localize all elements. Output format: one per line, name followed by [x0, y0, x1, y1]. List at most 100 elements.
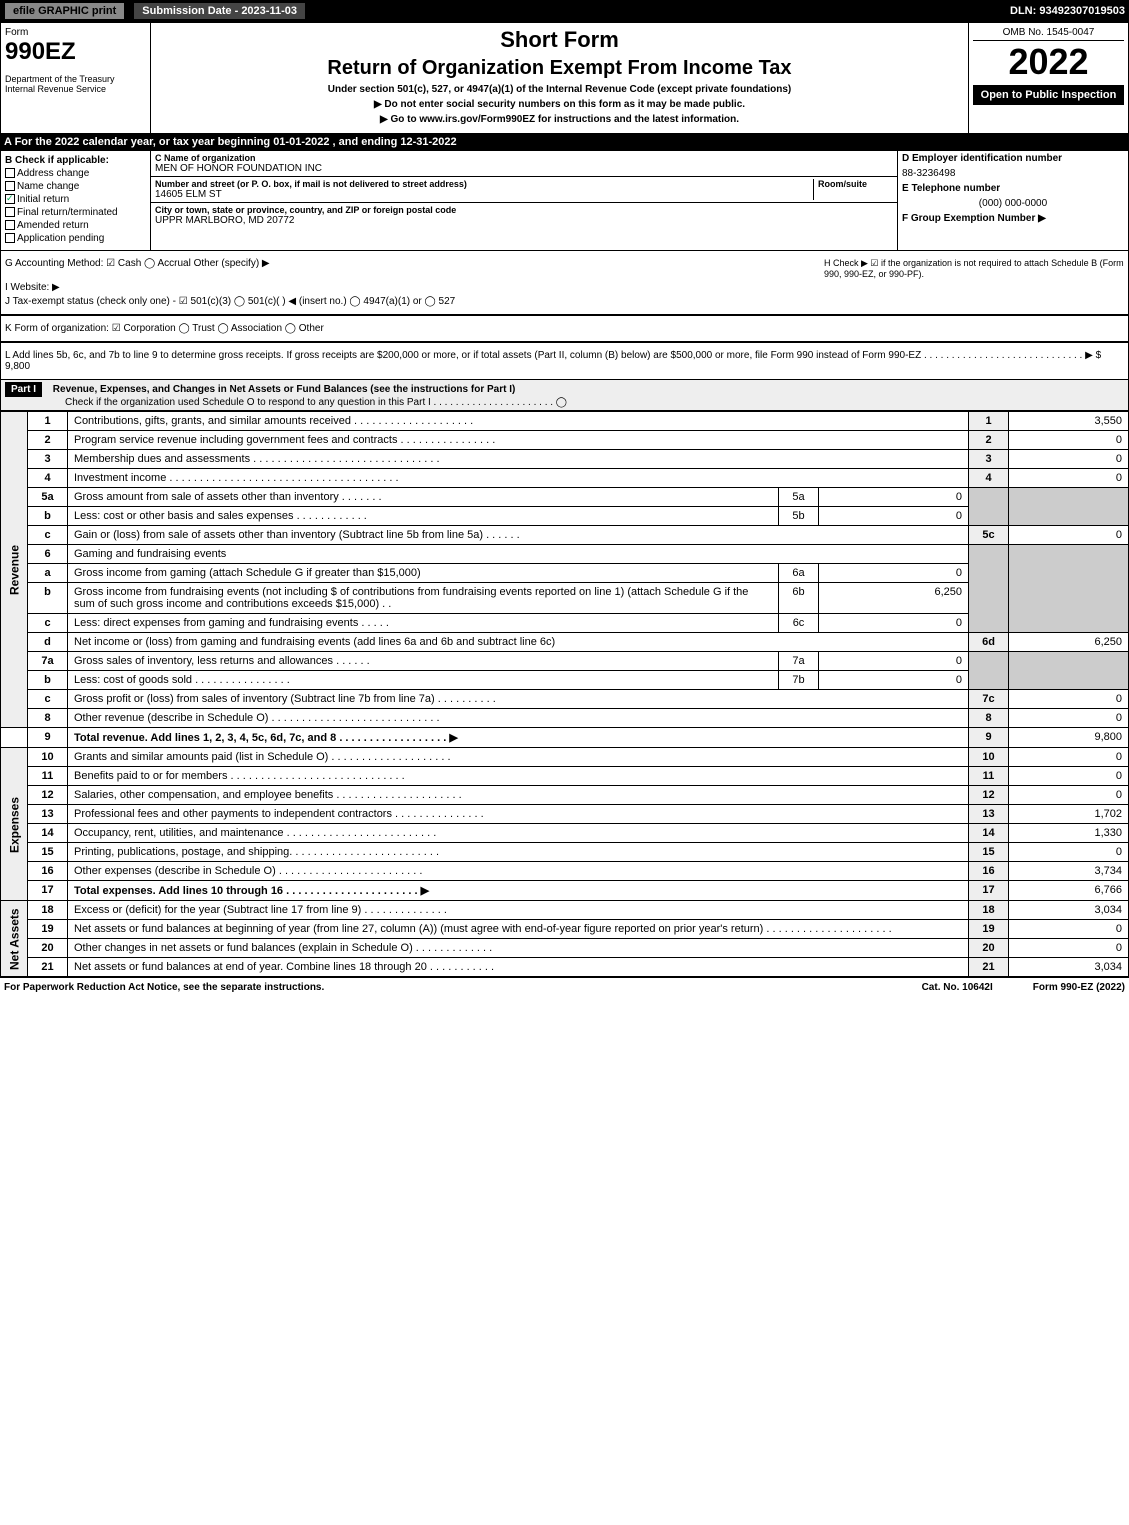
part-i-label: Part I	[5, 382, 42, 397]
line-6c-subamt: 0	[819, 614, 969, 633]
section-c: C Name of organization MEN OF HONOR FOUN…	[151, 151, 898, 250]
room-label: Room/suite	[818, 179, 893, 189]
line-14-num: 14	[28, 824, 68, 843]
revenue-vertical-label: Revenue	[1, 412, 28, 728]
line-14-ref: 14	[969, 824, 1009, 843]
line-6c-sub: 6c	[779, 614, 819, 633]
page-footer: For Paperwork Reduction Act Notice, see …	[0, 977, 1129, 997]
line-12-amt: 0	[1009, 786, 1129, 805]
dln-number: DLN: 93492307019503	[1010, 5, 1125, 17]
line-13-text: Professional fees and other payments to …	[68, 805, 969, 824]
line-4-amt: 0	[1009, 469, 1129, 488]
section-l: L Add lines 5b, 6c, and 7b to line 9 to …	[5, 350, 1124, 372]
checkbox-amended-return[interactable]	[5, 220, 15, 230]
line-20-text: Other changes in net assets or fund bala…	[68, 939, 969, 958]
line-10-amt: 0	[1009, 748, 1129, 767]
line-5b-text: Less: cost or other basis and sales expe…	[68, 507, 779, 526]
section-l-row: L Add lines 5b, 6c, and 7b to line 9 to …	[0, 342, 1129, 380]
line-17-ref: 17	[969, 881, 1009, 901]
line-6a-num: a	[28, 564, 68, 583]
phone-label: E Telephone number	[902, 183, 1124, 194]
line-11-amt: 0	[1009, 767, 1129, 786]
line-6a-sub: 6a	[779, 564, 819, 583]
line-8-amt: 0	[1009, 709, 1129, 728]
line-13-ref: 13	[969, 805, 1009, 824]
line-4-num: 4	[28, 469, 68, 488]
line-7a-text: Gross sales of inventory, less returns a…	[68, 652, 779, 671]
line-16-text: Other expenses (describe in Schedule O) …	[68, 862, 969, 881]
line-6d-ref: 6d	[969, 633, 1009, 652]
goto-link[interactable]: ▶ Go to www.irs.gov/Form990EZ for instru…	[155, 114, 964, 125]
subtitle: Under section 501(c), 527, or 4947(a)(1)…	[155, 84, 964, 95]
part-i-title: Revenue, Expenses, and Changes in Net As…	[53, 384, 516, 395]
checkbox-initial-return[interactable]	[5, 194, 15, 204]
line-5b-subamt: 0	[819, 507, 969, 526]
checkbox-address-change[interactable]	[5, 168, 15, 178]
line-3-text: Membership dues and assessments . . . . …	[68, 450, 969, 469]
line-7b-text: Less: cost of goods sold . . . . . . . .…	[68, 671, 779, 690]
line-1-ref: 1	[969, 412, 1009, 431]
line-7a-sub: 7a	[779, 652, 819, 671]
line-6b-text: Gross income from fundraising events (no…	[68, 583, 779, 614]
footer-right: Form 990-EZ (2022)	[1033, 982, 1125, 993]
checkbox-application-pending[interactable]	[5, 233, 15, 243]
submission-date: Submission Date - 2023-11-03	[133, 2, 306, 20]
line-12-text: Salaries, other compensation, and employ…	[68, 786, 969, 805]
line-6d-text: Net income or (loss) from gaming and fun…	[68, 633, 969, 652]
line-10-text: Grants and similar amounts paid (list in…	[68, 748, 969, 767]
section-h: H Check ▶ ☑ if the organization is not r…	[824, 258, 1124, 279]
line-6b-num: b	[28, 583, 68, 614]
shaded-5	[969, 488, 1009, 526]
line-7c-num: c	[28, 690, 68, 709]
line-15-amt: 0	[1009, 843, 1129, 862]
line-7a-num: 7a	[28, 652, 68, 671]
dept-label: Department of the Treasury	[5, 74, 146, 84]
efile-print-button[interactable]: efile GRAPHIC print	[4, 2, 125, 20]
omb-number: OMB No. 1545-0047	[973, 27, 1124, 41]
section-j: J Tax-exempt status (check only one) - ☑…	[5, 296, 1124, 307]
expenses-vertical-label: Expenses	[1, 748, 28, 901]
short-form-title: Short Form	[155, 27, 964, 53]
label-application-pending: Application pending	[17, 233, 104, 244]
line-20-num: 20	[28, 939, 68, 958]
line-5a-subamt: 0	[819, 488, 969, 507]
line-1-amt: 3,550	[1009, 412, 1129, 431]
line-7c-ref: 7c	[969, 690, 1009, 709]
shaded-7-amt	[1009, 652, 1129, 690]
line-12-ref: 12	[969, 786, 1009, 805]
line-14-text: Occupancy, rent, utilities, and maintena…	[68, 824, 969, 843]
checkbox-name-change[interactable]	[5, 181, 15, 191]
label-initial-return: Initial return	[17, 194, 69, 205]
footer-center: Cat. No. 10642I	[922, 982, 993, 993]
line-5c-ref: 5c	[969, 526, 1009, 545]
section-d-e-f: D Employer identification number 88-3236…	[898, 151, 1128, 250]
section-b-title: B Check if applicable:	[5, 155, 146, 166]
form-label: Form	[5, 27, 146, 38]
line-6b-sub: 6b	[779, 583, 819, 614]
phone-value: (000) 000-0000	[902, 198, 1124, 209]
checkbox-final-return[interactable]	[5, 207, 15, 217]
line-6c-num: c	[28, 614, 68, 633]
line-6d-num: d	[28, 633, 68, 652]
section-k-row: K Form of organization: ☑ Corporation ◯ …	[0, 315, 1129, 342]
line-20-ref: 20	[969, 939, 1009, 958]
line-9-ref: 9	[969, 728, 1009, 748]
line-4-text: Investment income . . . . . . . . . . . …	[68, 469, 969, 488]
lower-info: G Accounting Method: ☑ Cash ◯ Accrual Ot…	[0, 251, 1129, 315]
street-value: 14605 ELM ST	[155, 189, 813, 200]
line-5c-num: c	[28, 526, 68, 545]
ein-label: D Employer identification number	[902, 153, 1124, 164]
top-bar: efile GRAPHIC print Submission Date - 20…	[0, 0, 1129, 22]
line-12-num: 12	[28, 786, 68, 805]
label-name-change: Name change	[17, 181, 79, 192]
line-6-text: Gaming and fundraising events	[68, 545, 969, 564]
line-7b-sub: 7b	[779, 671, 819, 690]
section-b: B Check if applicable: Address change Na…	[1, 151, 151, 250]
line-19-ref: 19	[969, 920, 1009, 939]
line-19-amt: 0	[1009, 920, 1129, 939]
line-17-text: Total expenses. Add lines 10 through 16 …	[68, 881, 969, 901]
line-6c-text: Less: direct expenses from gaming and fu…	[68, 614, 779, 633]
line-9-text: Total revenue. Add lines 1, 2, 3, 4, 5c,…	[68, 728, 969, 748]
form-header: Form 990EZ Department of the Treasury In…	[0, 22, 1129, 134]
org-name: MEN OF HONOR FOUNDATION INC	[155, 163, 893, 174]
